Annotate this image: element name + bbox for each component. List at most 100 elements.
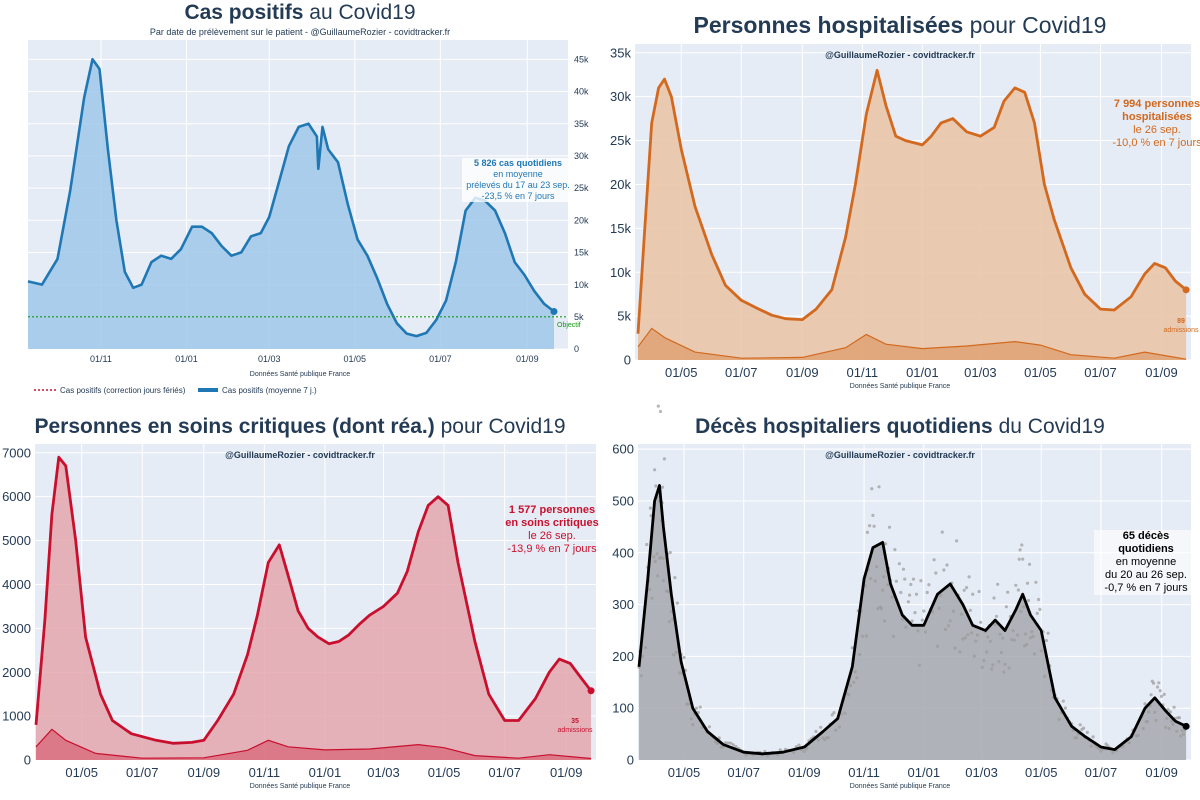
daily-dot bbox=[1002, 670, 1006, 674]
daily-dot bbox=[832, 711, 836, 715]
admissions-area bbox=[637, 328, 1187, 360]
daily-dot bbox=[999, 650, 1003, 655]
daily-dot bbox=[660, 485, 665, 489]
daily-dot bbox=[1171, 722, 1175, 726]
panel-hospitalisations: Personnes hospitalisées pour Covid19 @Gu… bbox=[600, 0, 1200, 400]
admissions-line bbox=[35, 728, 592, 760]
daily-dot bbox=[731, 743, 735, 747]
daily-dot bbox=[934, 571, 938, 575]
y-tick-label: 200 bbox=[612, 649, 634, 664]
annotation-line-4: -0,7 % en 7 jours bbox=[1104, 582, 1188, 594]
daily-dot bbox=[850, 646, 854, 650]
x-tick-label: 01/01 bbox=[309, 765, 342, 780]
x-tick-label: 01/09 bbox=[550, 765, 583, 780]
annotation-line-2: en soins critiques bbox=[505, 517, 599, 529]
daily-dot bbox=[967, 575, 971, 579]
x-tick-label: 01/05 bbox=[1024, 365, 1057, 380]
daily-dot bbox=[1154, 718, 1158, 723]
chart-subtitle: @GuillaumeRozier - covidtracker.fr bbox=[825, 50, 975, 60]
daily-dot bbox=[1175, 729, 1179, 733]
daily-dot bbox=[661, 579, 665, 583]
panel-soins-critiques: Personnes en soins critiques (dont réa.)… bbox=[0, 400, 600, 800]
daily-dot bbox=[1034, 580, 1038, 584]
daily-dot bbox=[1111, 751, 1115, 755]
daily-dot bbox=[948, 619, 952, 623]
y-tick-label: 30k bbox=[610, 89, 631, 104]
y-tick-label: 7000 bbox=[2, 445, 31, 460]
x-tick-label: 01/09 bbox=[1145, 765, 1178, 780]
x-tick-label: 01/05 bbox=[668, 765, 701, 780]
daily-dot bbox=[963, 636, 967, 640]
admissions-label: admissions bbox=[1163, 327, 1199, 334]
y-tick-label: 5000 bbox=[2, 533, 31, 548]
y-tick-label: 1000 bbox=[2, 709, 31, 724]
daily-dot bbox=[875, 565, 879, 569]
daily-dot bbox=[1015, 633, 1020, 637]
last-point bbox=[550, 307, 558, 315]
daily-dot bbox=[1027, 562, 1032, 566]
daily-dot bbox=[689, 717, 693, 721]
y-tick-label: 15k bbox=[574, 248, 589, 258]
daily-dot bbox=[655, 552, 659, 556]
daily-dot bbox=[994, 614, 999, 618]
y-tick-label: 0 bbox=[24, 753, 31, 768]
y-tick-label: 15k bbox=[610, 221, 631, 236]
x-tick-label: 01/11 bbox=[249, 765, 281, 780]
x-tick-label: 01/09 bbox=[516, 354, 539, 364]
daily-dot bbox=[968, 608, 972, 612]
daily-dot bbox=[923, 630, 928, 634]
y-tick-label: 35k bbox=[574, 119, 589, 129]
daily-dot bbox=[979, 620, 983, 624]
daily-dot bbox=[1024, 632, 1028, 636]
x-tick-label: 01/11 bbox=[848, 765, 880, 780]
daily-dot bbox=[1168, 710, 1172, 714]
daily-dot bbox=[990, 667, 994, 671]
daily-dot bbox=[1167, 726, 1171, 731]
x-tick-label: 01/09 bbox=[188, 765, 221, 780]
daily-dot bbox=[1082, 726, 1086, 730]
daily-dot bbox=[1155, 685, 1160, 689]
daily-dot bbox=[942, 568, 946, 572]
last-point bbox=[1182, 722, 1190, 730]
daily-dot bbox=[667, 620, 671, 624]
daily-dot bbox=[1039, 649, 1043, 653]
chart-deces: Décès hospitaliers quotidiens du Covid19… bbox=[612, 404, 1191, 790]
daily-dot bbox=[744, 753, 748, 757]
daily-dot bbox=[1136, 734, 1140, 738]
daily-dot bbox=[1016, 588, 1020, 592]
daily-dot bbox=[852, 680, 856, 684]
daily-dot bbox=[805, 747, 809, 751]
daily-dot bbox=[1020, 543, 1024, 547]
x-tick-label: 01/09 bbox=[1145, 365, 1178, 380]
annotation-line-1: 1 577 personnes bbox=[508, 504, 596, 516]
series-line bbox=[34, 455, 593, 745]
daily-dot bbox=[974, 639, 978, 643]
daily-dot bbox=[1165, 716, 1169, 721]
daily-dot bbox=[877, 485, 881, 489]
daily-dot bbox=[729, 741, 733, 745]
daily-dot bbox=[891, 634, 896, 638]
source-label: Données Santé publique France bbox=[250, 371, 351, 378]
daily-dot bbox=[678, 671, 682, 675]
daily-dot bbox=[873, 579, 877, 583]
daily-dot bbox=[669, 609, 673, 613]
daily-dot bbox=[894, 579, 898, 583]
y-tick-label: 600 bbox=[612, 442, 634, 457]
series-line bbox=[637, 484, 1187, 756]
daily-dot bbox=[982, 658, 986, 663]
daily-dot bbox=[943, 627, 948, 632]
annotation-icu: 1 577 personnes en soins critiques le 26… bbox=[500, 504, 604, 556]
chart-title: Décès hospitaliers quotidiens du Covid19 bbox=[695, 415, 1105, 438]
admissions-label: admissions bbox=[557, 727, 593, 734]
y-tick-label: 10k bbox=[574, 280, 589, 290]
daily-dot bbox=[1162, 692, 1166, 696]
daily-dot bbox=[1089, 744, 1093, 748]
daily-dot bbox=[652, 555, 656, 559]
y-tick-label: 500 bbox=[612, 494, 634, 509]
y-tick-label: 10k bbox=[610, 265, 631, 280]
annotation-line-3: du 20 au 26 sep. bbox=[1105, 569, 1187, 581]
daily-dot bbox=[955, 539, 959, 543]
daily-dot bbox=[900, 617, 904, 621]
x-tick-label: 01/07 bbox=[1085, 765, 1118, 780]
daily-dot bbox=[992, 596, 996, 600]
